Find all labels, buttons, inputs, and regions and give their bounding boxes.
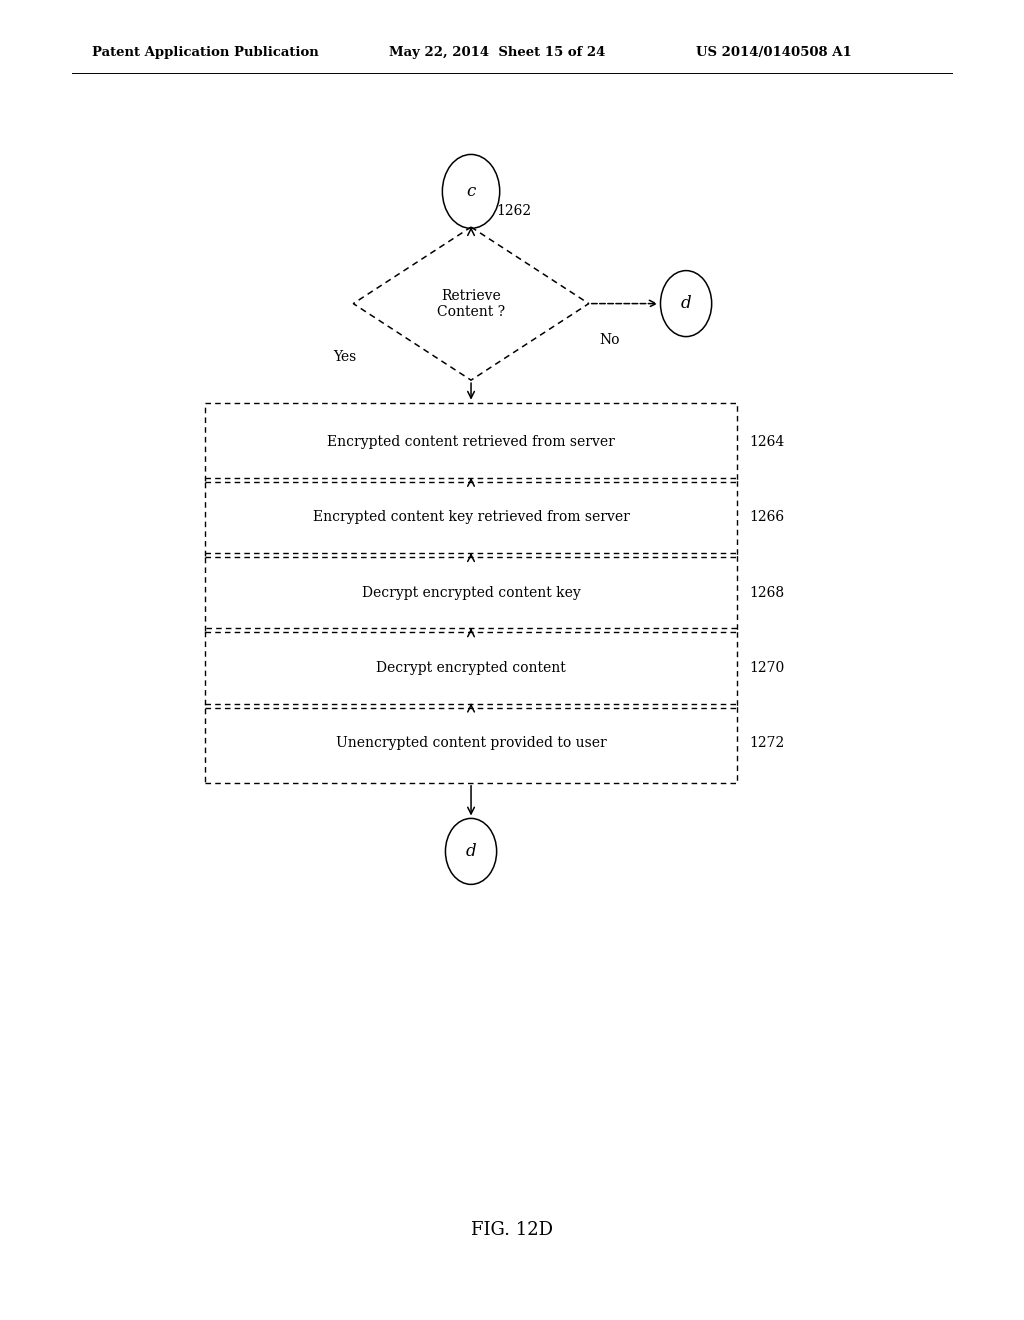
- Text: 1270: 1270: [750, 661, 784, 675]
- Text: Retrieve
Content ?: Retrieve Content ?: [437, 289, 505, 318]
- Text: 1272: 1272: [750, 737, 784, 750]
- Bar: [205, 478, 737, 557]
- Text: Unencrypted content provided to user: Unencrypted content provided to user: [336, 737, 606, 750]
- Text: May 22, 2014  Sheet 15 of 24: May 22, 2014 Sheet 15 of 24: [389, 46, 605, 59]
- Bar: [205, 403, 737, 482]
- Text: Encrypted content key retrieved from server: Encrypted content key retrieved from ser…: [312, 511, 630, 524]
- Text: Decrypt encrypted content key: Decrypt encrypted content key: [361, 586, 581, 599]
- Text: 1262: 1262: [497, 203, 531, 218]
- Text: d: d: [466, 843, 476, 859]
- Text: 1268: 1268: [750, 586, 784, 599]
- Bar: [205, 553, 737, 632]
- Text: c: c: [466, 183, 476, 199]
- Text: d: d: [681, 296, 691, 312]
- Text: Decrypt encrypted content: Decrypt encrypted content: [376, 661, 566, 675]
- Text: Encrypted content retrieved from server: Encrypted content retrieved from server: [327, 436, 615, 449]
- Text: FIG. 12D: FIG. 12D: [471, 1221, 553, 1239]
- Text: Patent Application Publication: Patent Application Publication: [92, 46, 318, 59]
- Text: No: No: [599, 333, 620, 347]
- Bar: [205, 704, 737, 783]
- Text: US 2014/0140508 A1: US 2014/0140508 A1: [696, 46, 852, 59]
- Text: 1264: 1264: [750, 436, 784, 449]
- Text: 1266: 1266: [750, 511, 784, 524]
- Text: Yes: Yes: [333, 350, 356, 364]
- Bar: [205, 628, 737, 708]
